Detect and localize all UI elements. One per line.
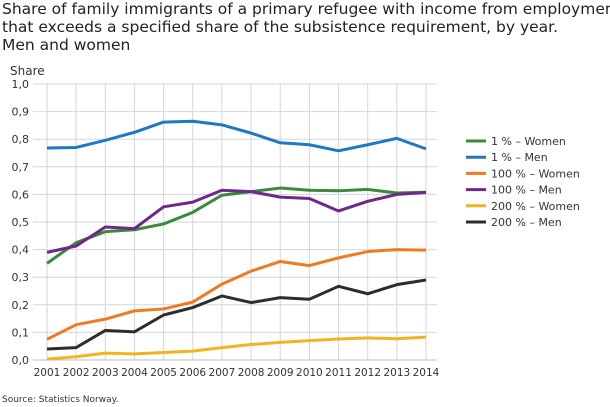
series-line-5 [46,278,427,351]
x-tick-label: 2001 [34,367,61,379]
y-tick-label: 0,0 [12,354,30,367]
legend-label: 1 % – Men [491,151,548,164]
y-tick-label: 0,6 [12,188,30,201]
legend-label: 200 % – Men [491,216,562,229]
x-tick-label: 2006 [179,367,206,379]
x-tick-label: 2014 [413,367,440,379]
x-tick-label: 2003 [92,367,119,379]
y-tick-label: 0,7 [12,161,30,174]
x-tick-label: 2012 [354,367,381,379]
series-line-0 [46,186,427,265]
legend-label: 1 % – Women [491,135,566,148]
y-tick-label: 0,4 [12,244,30,257]
x-tick-label: 2009 [267,367,294,379]
x-tick-label: 2010 [296,367,323,379]
y-tick-label: 0,5 [12,216,30,229]
title-line: that exceeds a specified share of the su… [2,18,559,36]
x-tick-label: 2007 [209,367,236,379]
x-tick-label: 2011 [325,367,352,379]
legend-label: 100 % – Women [491,167,580,180]
series-line-2 [46,248,427,341]
chart-title: Share of family immigrants of a primary … [2,0,610,54]
y-tick-label: 0,1 [12,326,30,339]
x-tick-label: 2002 [63,367,90,379]
title-line: Share of family immigrants of a primary … [2,0,610,18]
y-tick-label: 0,8 [12,133,30,146]
source-note: Source: Statistics Norway. [2,395,119,405]
x-tick-label: 2004 [121,367,148,379]
series-line-3 [46,188,427,254]
title-line: Men and women [2,36,131,54]
y-tick-label: 0,3 [12,271,30,284]
legend-label: 200 % – Women [491,200,580,213]
y-axis-label: Share [10,64,45,78]
x-tick-label: 2013 [383,367,410,379]
x-tick-label: 2005 [150,367,177,379]
legend-label: 100 % – Men [491,184,562,197]
series-line-4 [46,335,427,361]
y-tick-label: 0,2 [12,299,30,312]
y-tick-label: 0,9 [12,106,30,119]
x-tick-label: 2008 [238,367,265,379]
series-line-1 [46,119,427,153]
y-tick-label: 1,0 [12,78,30,91]
